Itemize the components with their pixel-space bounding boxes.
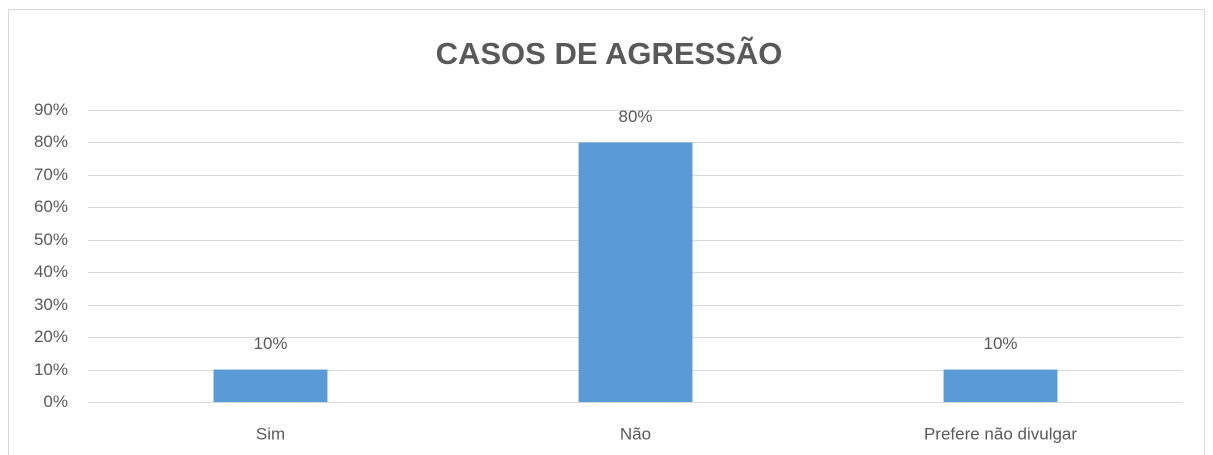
x-tick-label: Prefere não divulgar xyxy=(924,424,1077,443)
data-label: 80% xyxy=(618,107,652,126)
data-label: 10% xyxy=(253,334,287,353)
y-tick-label: 10% xyxy=(34,360,68,379)
y-tick-label: 80% xyxy=(34,132,68,151)
y-tick-label: 30% xyxy=(34,295,68,314)
x-tick-label: Sim xyxy=(256,424,285,443)
y-tick-label: 90% xyxy=(34,100,68,119)
data-label: 10% xyxy=(983,334,1017,353)
y-tick-label: 40% xyxy=(34,262,68,281)
bar xyxy=(213,369,328,402)
y-tick-label: 20% xyxy=(34,327,68,346)
bar xyxy=(943,369,1058,402)
y-tick-label: 60% xyxy=(34,197,68,216)
y-tick-label: 50% xyxy=(34,230,68,249)
y-tick-label: 70% xyxy=(34,165,68,184)
bar xyxy=(578,142,693,402)
chart-title: CASOS DE AGRESSÃO xyxy=(436,36,783,71)
y-tick-label: 0% xyxy=(43,392,68,411)
x-tick-label: Não xyxy=(620,424,651,443)
